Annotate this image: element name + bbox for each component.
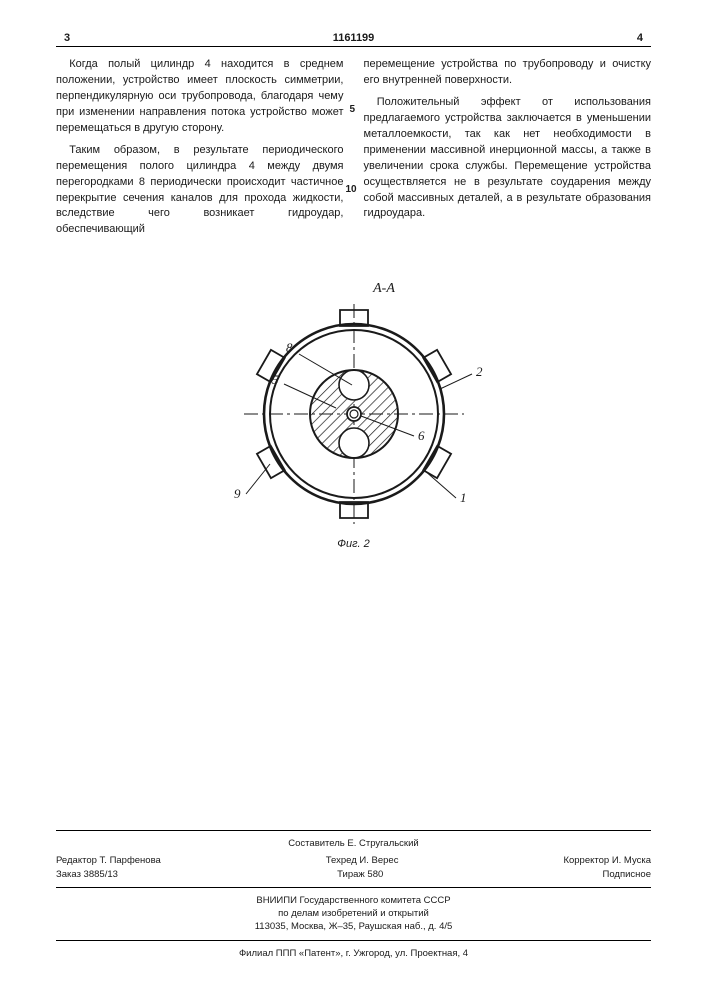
right-p1: перемещение устройства по трубопроводу и…: [364, 57, 652, 89]
addr1: 113035, Москва, Ж–35, Раушская наб., д. …: [56, 920, 651, 933]
svg-text:1: 1: [460, 490, 467, 505]
figure-svg: А-А 8 5 2 6 1 9: [204, 274, 504, 534]
figure-caption: Фиг. 2: [56, 538, 651, 550]
left-p1: Когда полый цилиндр 4 находится в средне…: [56, 57, 344, 137]
svg-text:А-А: А-А: [372, 281, 395, 296]
tirazh: Тираж 580: [337, 868, 383, 881]
compiler: Составитель Е. Стругальский: [56, 837, 651, 850]
tech: Техред И. Верес: [326, 854, 399, 867]
order: Заказ 3885/13: [56, 868, 118, 881]
org2: по делам изобретений и открытий: [56, 907, 651, 920]
right-column: 5 10 перемещение устройства по трубопров…: [364, 57, 652, 244]
svg-text:6: 6: [418, 428, 425, 443]
podpis: Подписное: [603, 868, 651, 881]
corrector: Корректор И. Муска: [563, 854, 651, 867]
addr2: Филиал ППП «Патент», г. Ужгород, ул. Про…: [56, 947, 651, 960]
svg-text:9: 9: [234, 486, 241, 501]
editor: Редактор Т. Парфенова: [56, 854, 161, 867]
line-number-5: 5: [350, 103, 356, 118]
header-rule: [56, 46, 651, 47]
text-columns: Когда полый цилиндр 4 находится в средне…: [56, 57, 651, 244]
left-p2: Таким образом, в результате периодическо…: [56, 143, 344, 239]
footer: Составитель Е. Стругальский Редактор Т. …: [56, 824, 651, 960]
left-column: Когда полый цилиндр 4 находится в средне…: [56, 57, 344, 244]
right-p2: Положительный эффект от использования пр…: [364, 95, 652, 223]
col-num-right: 4: [637, 32, 643, 44]
svg-text:2: 2: [476, 364, 483, 379]
col-num-left: 3: [64, 32, 70, 44]
org1: ВНИИПИ Государственного комитета СССР: [56, 894, 651, 907]
line-number-10: 10: [346, 183, 357, 198]
svg-text:5: 5: [272, 372, 279, 387]
svg-text:8: 8: [286, 340, 293, 355]
doc-number: 1161199: [333, 32, 375, 44]
figure-area: А-А 8 5 2 6 1 9 Фиг. 2: [56, 274, 651, 550]
